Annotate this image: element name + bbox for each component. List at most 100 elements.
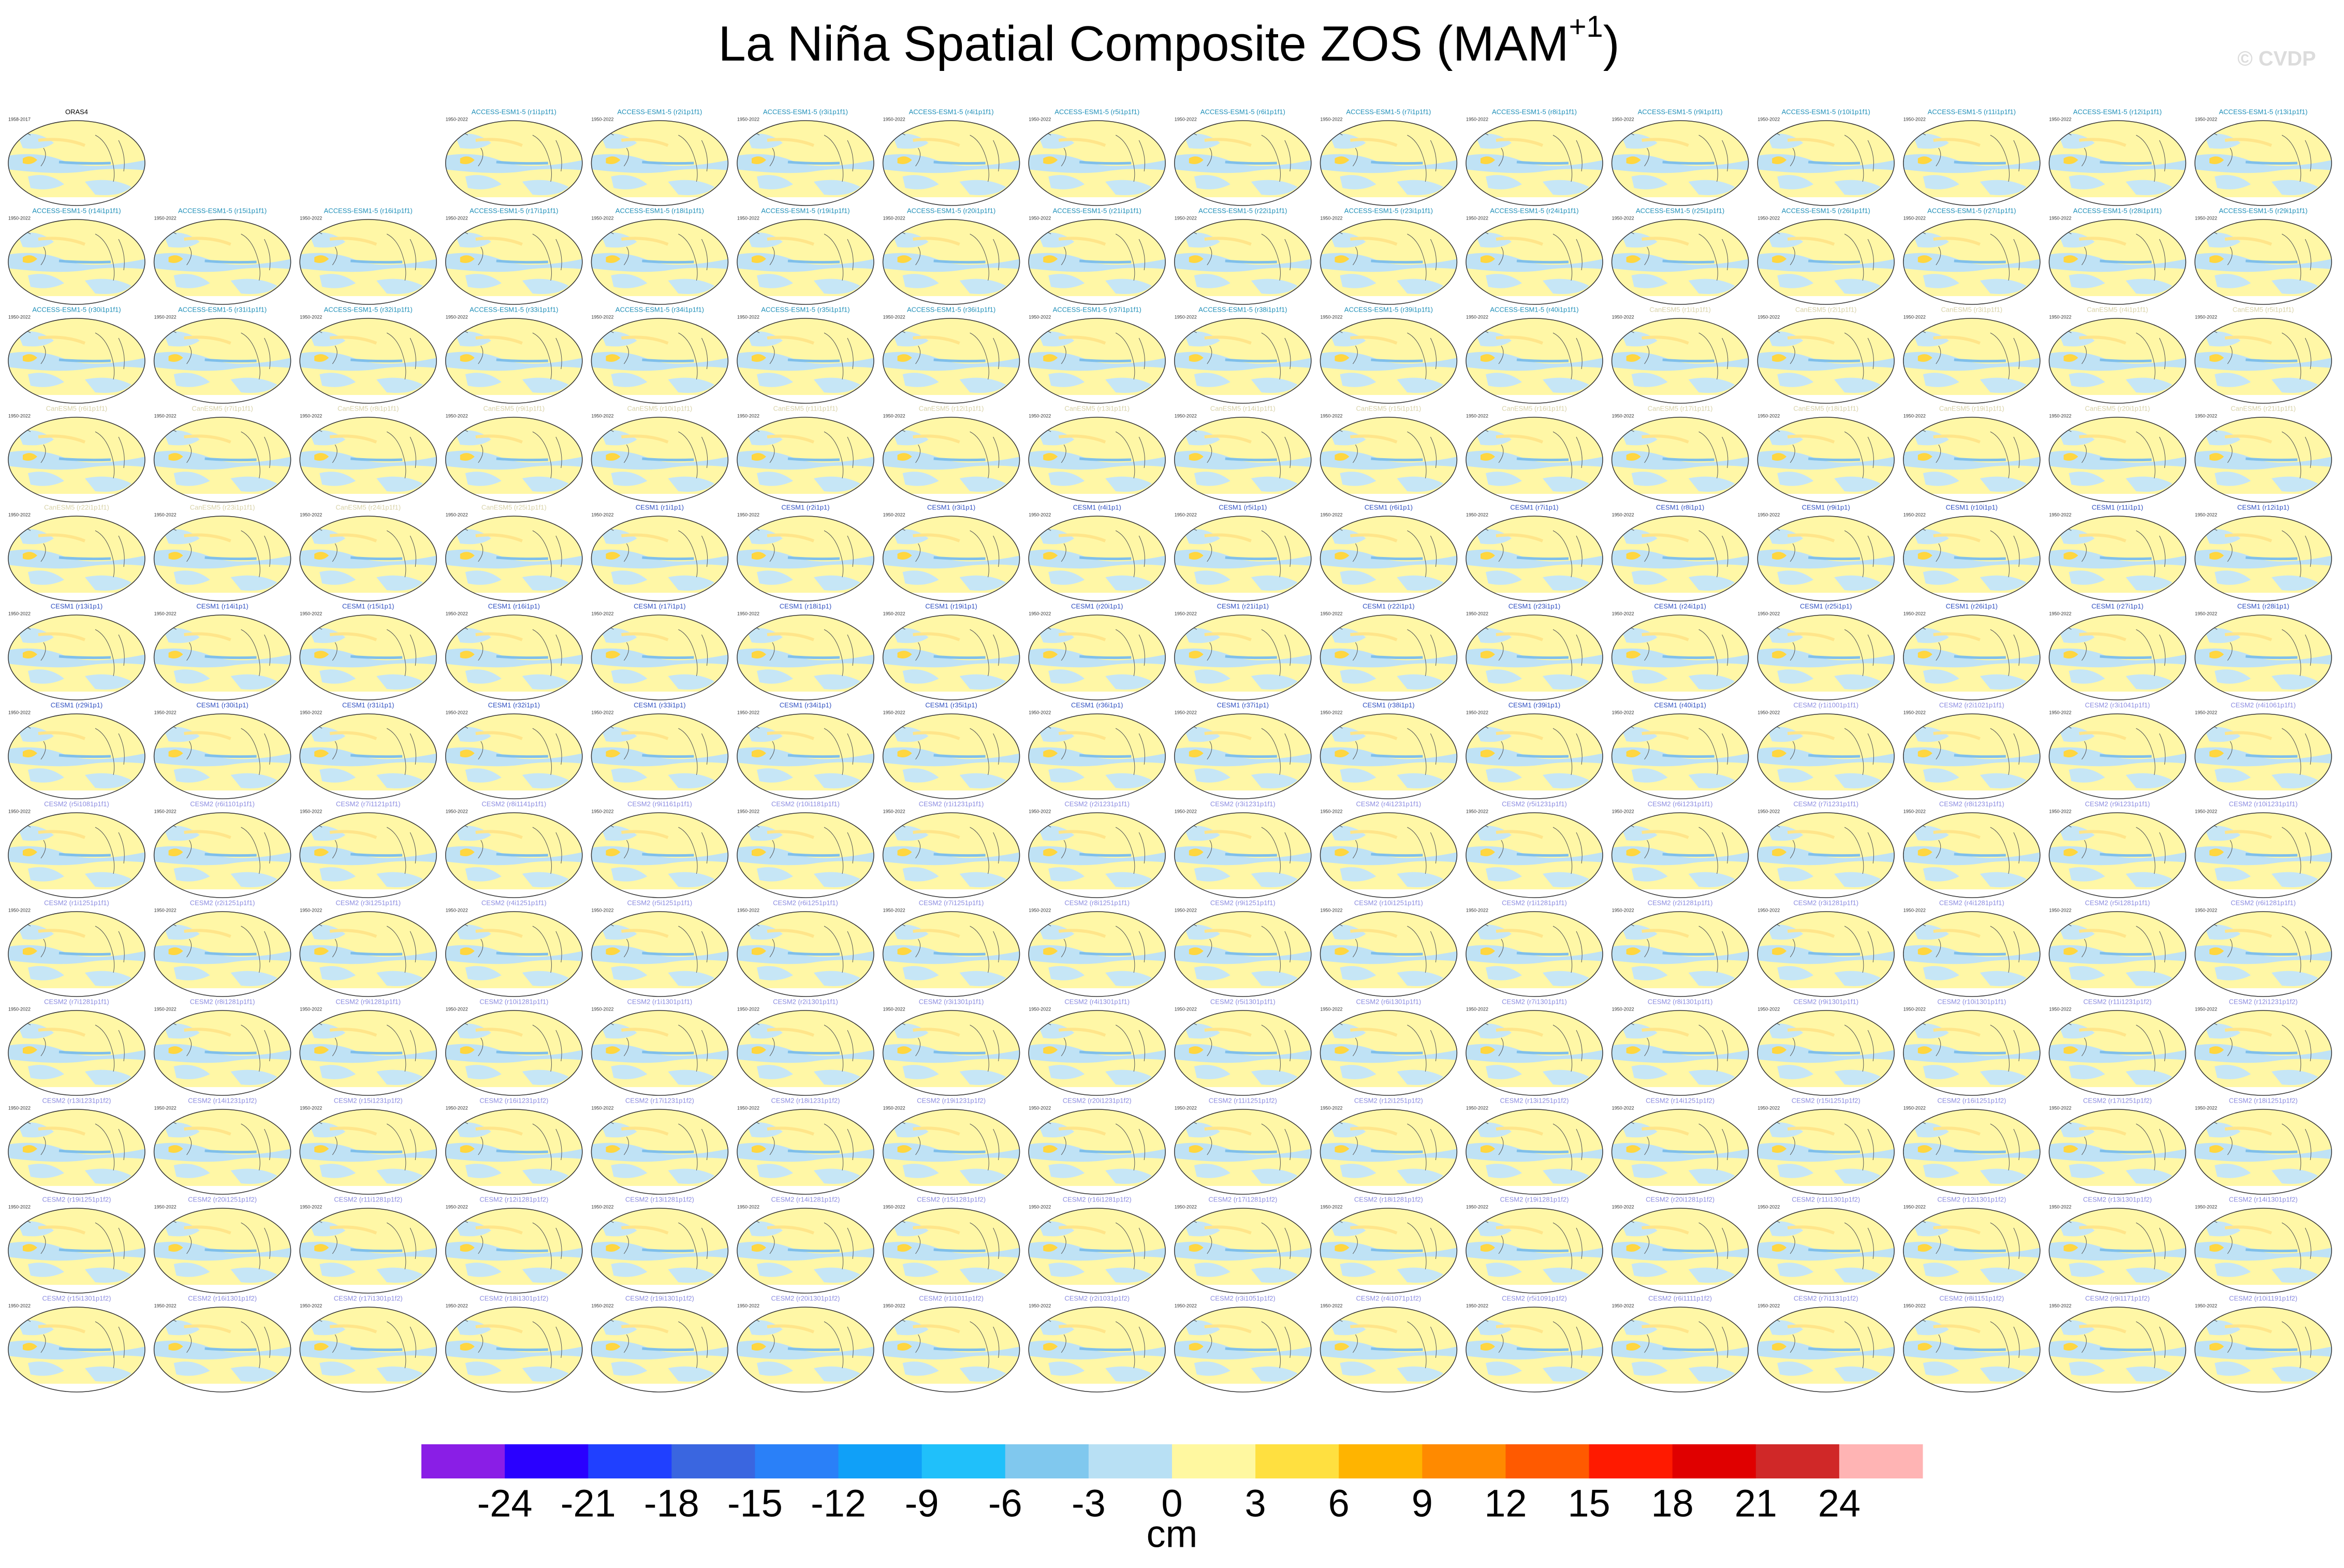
panel-period: 1950-2022 — [1612, 413, 1634, 418]
map-panel: CESM2 (r1i1251p1f1) 1950-2022 — [7, 899, 146, 998]
watermark: © CVDP — [2237, 48, 2316, 70]
map — [153, 318, 292, 404]
panel-title: CESM2 (r10i1301p1f1) — [1937, 998, 2006, 1005]
panel-title: CESM1 (r25i1p1) — [1800, 602, 1852, 610]
map — [1174, 615, 1312, 701]
map — [1028, 1010, 1166, 1096]
map-panel: ACCESS-ESM1-5 (r8i1p1f1) 1950-2022 — [1465, 108, 1604, 207]
panel-title: CESM2 (r6i1251p1f1) — [773, 899, 838, 906]
panel-title: ACCESS-ESM1-5 (r6i1p1f1) — [1200, 108, 1285, 115]
panel-title: CanESM5 (r3i1p1f1) — [1941, 305, 2003, 313]
map — [1756, 121, 1895, 207]
panel-title: CESM2 (r3i1251p1f1) — [335, 899, 401, 906]
panel-title: CESM1 (r23i1p1) — [1508, 602, 1560, 610]
panel-period: 1950-2022 — [883, 907, 905, 913]
panel-period: 1950-2022 — [300, 1204, 322, 1209]
map-panel: CESM2 (r1i1231p1f1) 1950-2022 — [882, 800, 1021, 899]
panel-period: 1950-2022 — [8, 809, 31, 814]
map — [7, 1208, 146, 1294]
map-panel: CanESM5 (r20i1p1f1) 1950-2022 — [2048, 404, 2187, 503]
map — [1465, 615, 1604, 701]
panel-period: 1950-2022 — [1175, 215, 1197, 221]
panel-title: CanESM5 (r19i1p1f1) — [1939, 404, 2004, 412]
map — [882, 516, 1021, 602]
panel-period: 1950-2022 — [2049, 512, 2071, 517]
panel-title: CESM2 (r9i1231p1f1) — [2085, 800, 2150, 808]
panel-period: 1950-2022 — [2195, 413, 2217, 418]
panel-title: CESM2 (r9i1281p1f1) — [335, 998, 401, 1005]
panel-period: 1950-2022 — [8, 1006, 31, 1012]
map-panel: CESM2 (r13i1231p1f2) 1950-2022 — [7, 1096, 146, 1195]
map-panel: CESM2 (r6i1251p1f1) 1950-2022 — [736, 899, 875, 998]
map-panel: CESM2 (r1i1281p1f1) 1950-2022 — [1465, 899, 1604, 998]
color-box — [1422, 1444, 1506, 1478]
map-panel: CESM2 (r13i1301p1f2) 1950-2022 — [2048, 1195, 2187, 1294]
map-panel: CESM2 (r10i1281p1f1) 1950-2022 — [445, 998, 583, 1096]
map — [1465, 121, 1604, 207]
map-panel: CESM2 (r6i1281p1f1) 1950-2022 — [2194, 899, 2333, 998]
map — [590, 318, 729, 404]
panel-title: CESM1 (r37i1p1) — [1217, 701, 1269, 709]
panel-period: 1950-2022 — [446, 413, 468, 418]
panel-period: 1950-2022 — [1029, 1204, 1051, 1209]
panel-period: 1950-2022 — [300, 1105, 322, 1110]
panel-period: 1950-2022 — [1612, 1105, 1634, 1110]
panel-period: 1950-2022 — [1466, 809, 1488, 814]
panel-period: 1950-2022 — [2195, 1303, 2217, 1308]
map — [1902, 912, 2041, 998]
map-panel: CESM2 (r3i1041p1f1) 1950-2022 — [2048, 701, 2187, 800]
panel-period: 1950-2022 — [8, 215, 31, 221]
map — [736, 1109, 875, 1195]
map — [1174, 417, 1312, 503]
panel-title: CESM2 (r10i1281p1f1) — [479, 998, 548, 1005]
panel-title: CESM2 (r15i1231p1f2) — [334, 1096, 403, 1104]
panel-period: 1950-2022 — [446, 1105, 468, 1110]
panel-title: CESM2 (r15i1301p1f2) — [42, 1294, 111, 1302]
panel-period: 1950-2022 — [300, 710, 322, 715]
panel-period: 1950-2022 — [1757, 1105, 1780, 1110]
panel-title: CESM2 (r16i1301p1f2) — [188, 1294, 257, 1302]
map — [590, 417, 729, 503]
panel-period: 1950-2022 — [1175, 1105, 1197, 1110]
map — [736, 615, 875, 701]
panel-title: CanESM5 (r5i1p1f1) — [2233, 305, 2294, 313]
panel-title: CanESM5 (r11i1p1f1) — [773, 404, 838, 412]
map-panel: CanESM5 (r5i1p1f1) 1950-2022 — [2194, 305, 2333, 404]
title-end: ) — [1603, 16, 1620, 71]
panel-title: CESM2 (r7i1231p1f1) — [1793, 800, 1858, 808]
map — [445, 714, 583, 800]
map-panel: CESM2 (r6i1231p1f1) 1950-2022 — [1611, 800, 1750, 899]
map-panel: ACCESS-ESM1-5 (r2i1p1f1) 1950-2022 — [590, 108, 729, 207]
panel-period: 1950-2022 — [1757, 710, 1780, 715]
map — [1611, 912, 1750, 998]
panel-title: CESM2 (r13i1281p1f2) — [625, 1195, 694, 1203]
map-panel: CESM2 (r2i1301p1f1) 1950-2022 — [736, 998, 875, 1096]
panel-period: 1950-2022 — [1029, 1006, 1051, 1012]
map-panel: ACCESS-ESM1-5 (r21i1p1f1)1950-2022 — [1028, 207, 1166, 305]
map — [1611, 714, 1750, 800]
panel-title: CESM2 (r9i1161p1f1) — [627, 800, 692, 808]
panel-period: 1950-2022 — [1903, 907, 1926, 913]
map-panel: CESM2 (r2i1231p1f1) 1950-2022 — [1028, 800, 1166, 899]
map-panel: CESM2 (r20i1251p1f2) 1950-2022 — [153, 1195, 292, 1294]
map — [1174, 516, 1312, 602]
map-panel: CESM1 (r16i1p1) 1950-2022 — [445, 602, 583, 701]
map — [1465, 318, 1604, 404]
map — [882, 714, 1021, 800]
map — [153, 912, 292, 998]
panel-period: 1950-2022 — [1029, 1105, 1051, 1110]
panel-title: ACCESS-ESM1-5 (r14i1p1f1) — [32, 207, 121, 214]
map — [153, 417, 292, 503]
map — [299, 1307, 437, 1393]
map — [153, 516, 292, 602]
map — [2048, 1208, 2187, 1294]
map — [445, 813, 583, 899]
map — [1028, 1109, 1166, 1195]
panel-period: 1950-2022 — [591, 809, 613, 814]
map-panel: CESM2 (r4i1281p1f1) 1950-2022 — [1902, 899, 2041, 998]
map — [2048, 417, 2187, 503]
map-panel: CESM2 (r9i1171p1f2) 1950-2022 — [2048, 1294, 2187, 1393]
map — [1902, 813, 2041, 899]
panel-title: CESM2 (r7i1281p1f1) — [44, 998, 109, 1005]
map-panel: CESM1 (r1i1p1) 1950-2022 — [590, 503, 729, 602]
